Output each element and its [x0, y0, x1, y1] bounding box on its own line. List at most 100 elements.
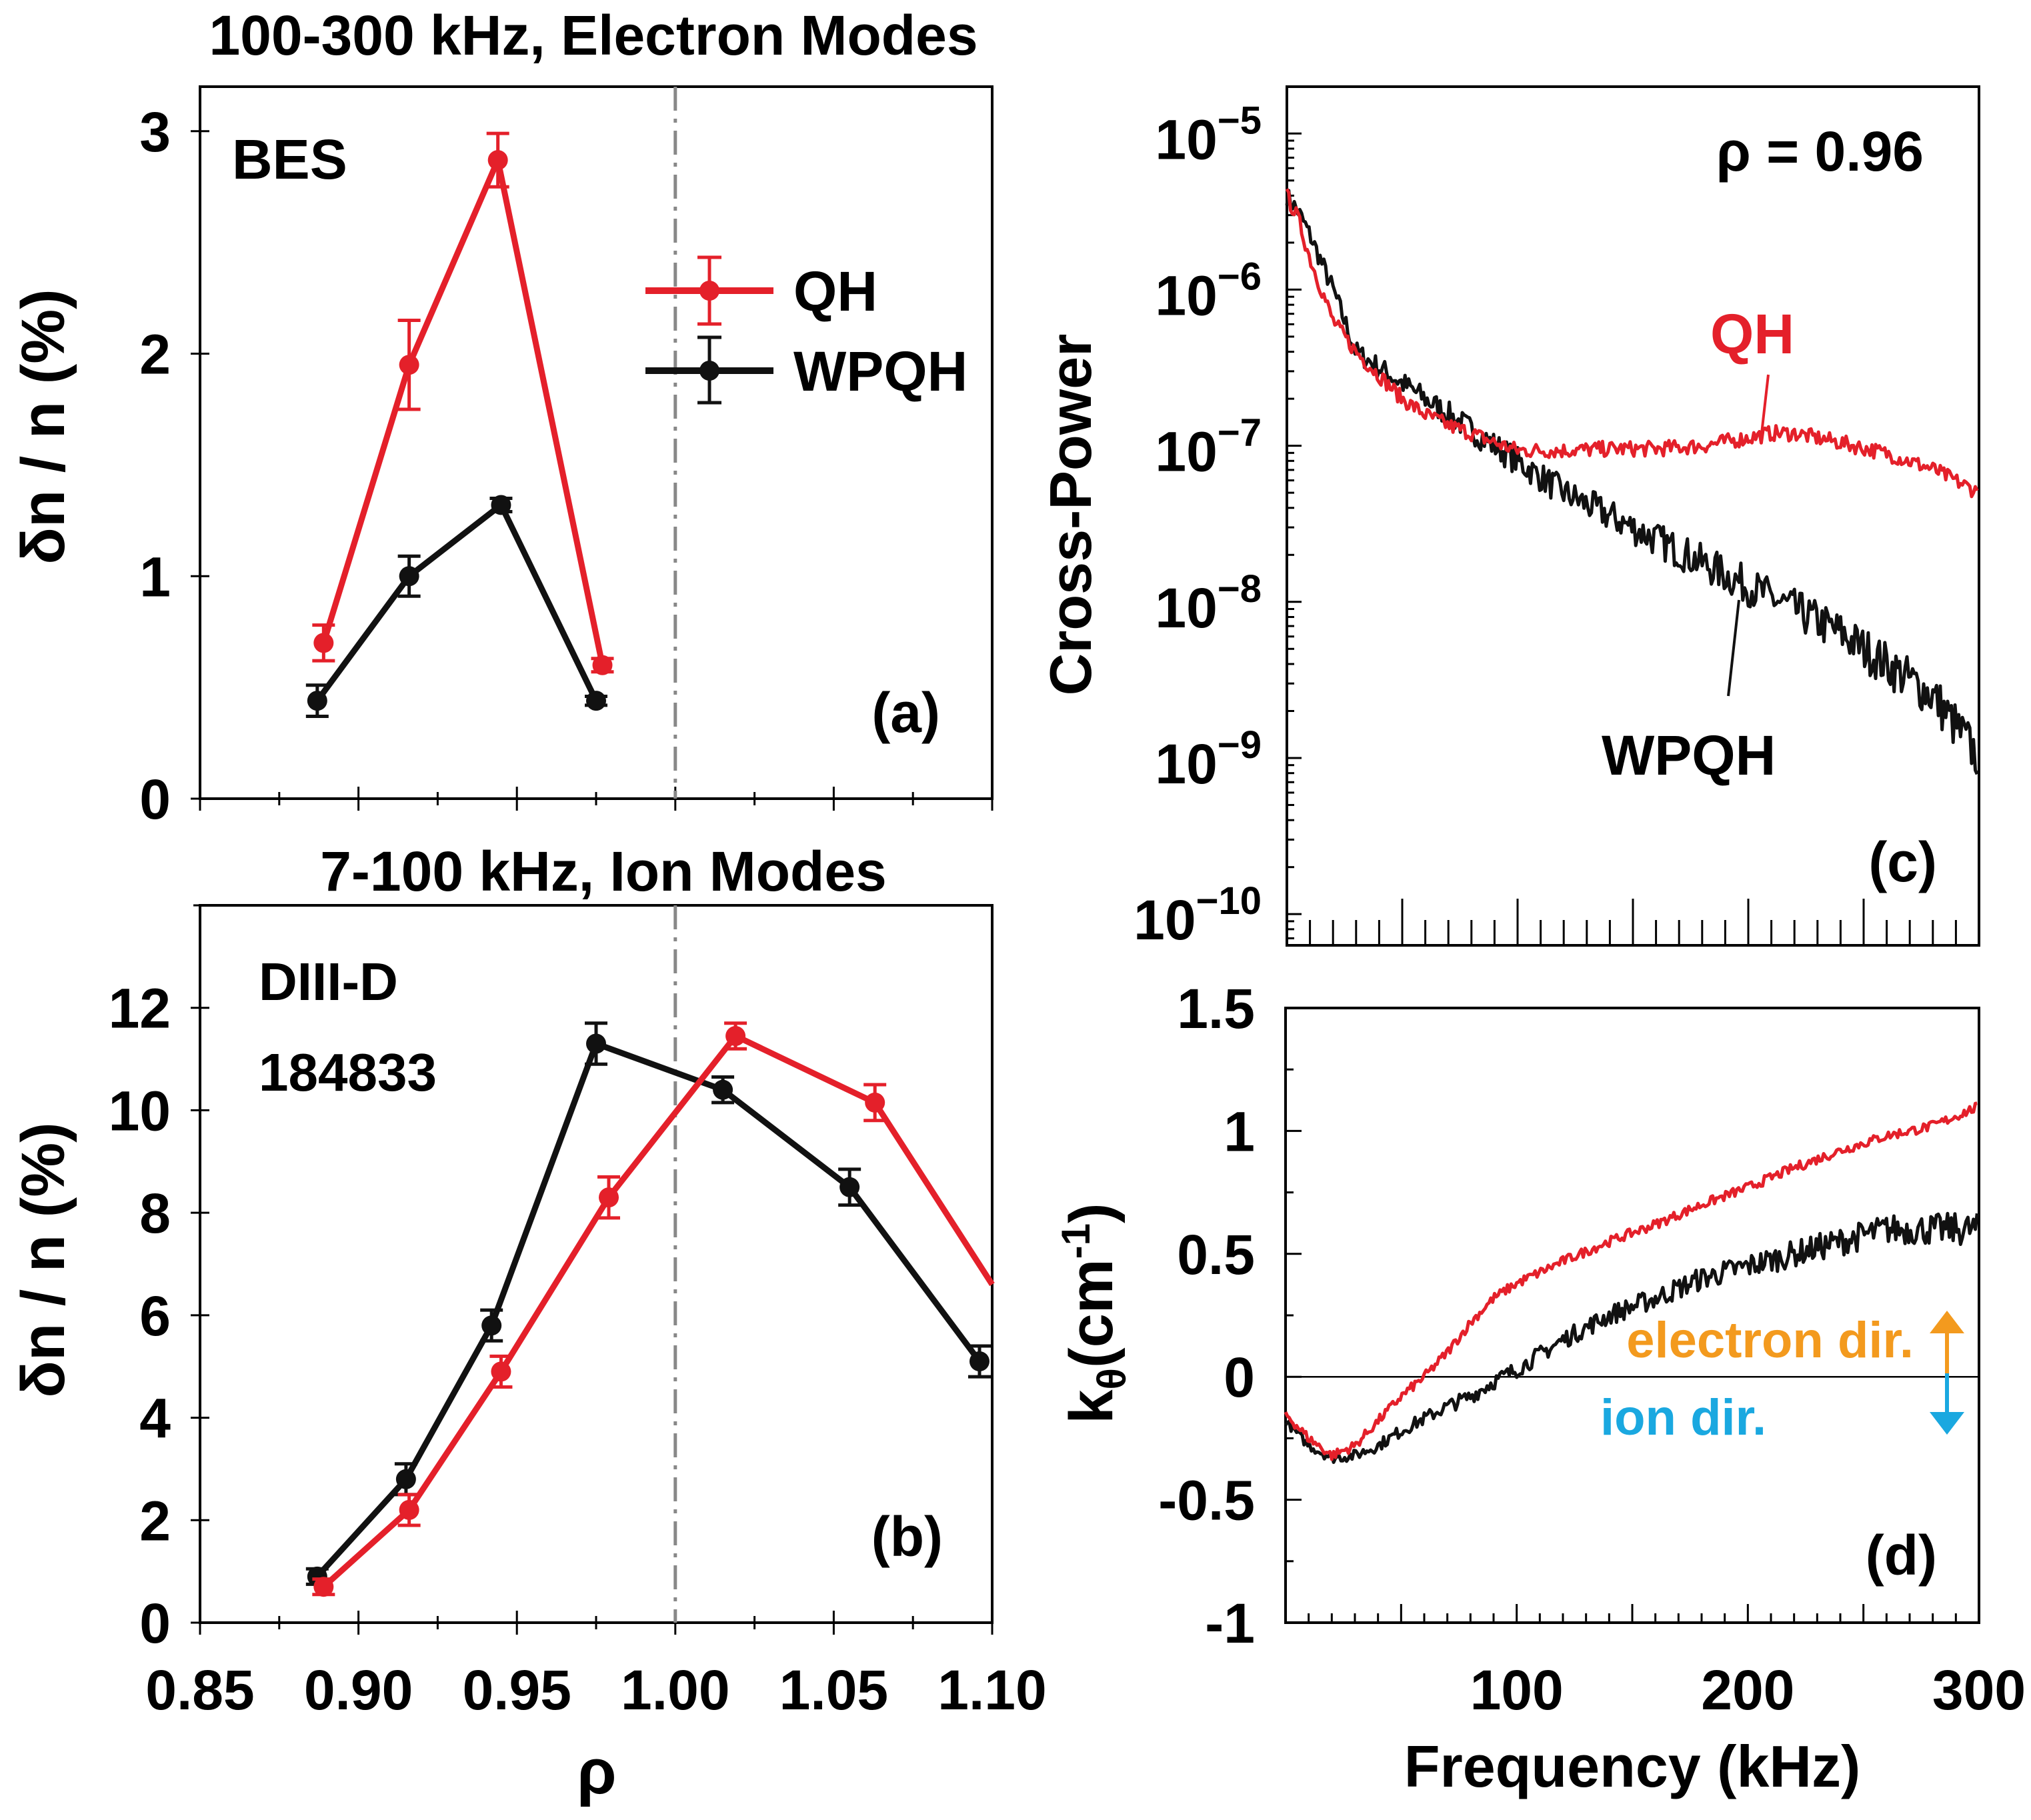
panel-c-wpqh-label: WPQH — [1602, 724, 1776, 787]
x-tick-label: 0.90 — [304, 1659, 413, 1721]
data-point-wpqh — [307, 691, 327, 711]
panel-a-label: (a) — [871, 681, 940, 744]
panel-c-qh-label: QH — [1710, 303, 1794, 365]
y-tick-label: 0.5 — [1177, 1223, 1255, 1286]
legend-wpqh-marker — [699, 361, 719, 381]
y-tick-label: 4 — [139, 1387, 171, 1450]
panel-d-ylabel: kθ(cm-1) — [1054, 1203, 1134, 1423]
y-tick-label: 0 — [139, 1592, 171, 1655]
x-tick-label: 100 — [1470, 1659, 1564, 1721]
x-tick-label: 200 — [1701, 1659, 1794, 1721]
tick-exponent: −10 — [1196, 879, 1262, 923]
tick-exponent: −5 — [1218, 99, 1262, 142]
legend-qh-marker — [699, 281, 719, 301]
tick-base: 10 — [1155, 421, 1217, 483]
y-tick-label: 10−7 — [1155, 411, 1262, 483]
panel-d-xlabel: Frequency (kHz) — [1404, 1733, 1861, 1799]
panel-c-wpqh-pointer — [1727, 599, 1740, 697]
tick-exponent: −7 — [1218, 411, 1262, 455]
ylabel-k: k — [1058, 1389, 1126, 1424]
ylabel-unit: (cm — [1058, 1259, 1126, 1368]
y-tick-label: 12 — [109, 977, 171, 1040]
series-line-wpqh — [315, 501, 599, 703]
y-tick-label: 1 — [1224, 1100, 1255, 1163]
panel-d-label: (d) — [1866, 1524, 1937, 1587]
legend-wpqh-label: WPQH — [793, 340, 967, 403]
ktheta-wpqh — [1284, 1211, 1979, 1464]
y-tick-label: -0.5 — [1158, 1469, 1255, 1532]
tick-base: 10 — [1155, 733, 1217, 795]
tick-exponent: −6 — [1218, 255, 1262, 298]
legend-qh-label: QH — [793, 260, 877, 323]
y-tick-label: 10−8 — [1155, 567, 1262, 639]
panel-a-title: 100-300 kHz, Electron Modes — [209, 4, 977, 67]
y-tick-label: -1 — [1205, 1592, 1255, 1655]
series-line-qh — [321, 157, 605, 666]
panel-a-ylabel: δn / n (%) — [9, 289, 77, 565]
panel-b-title: 7-100 kHz, Ion Modes — [320, 840, 887, 903]
data-point-wpqh — [586, 1033, 606, 1054]
panel-c-annotation: ρ = 0.96 — [1716, 120, 1924, 183]
data-point-qh — [599, 1187, 619, 1208]
x-tick-label: 1.10 — [937, 1659, 1047, 1721]
tick-base: 10 — [1155, 264, 1217, 327]
panel-a: 100-300 kHz, Electron Modes 0 1 2 3 BES (a)… — [9, 4, 993, 831]
data-point-wpqh — [399, 566, 419, 587]
y-tick-label: 10 — [109, 1079, 171, 1142]
data-point-wpqh — [969, 1351, 989, 1372]
panel-b-annotation-line1: DIII-D — [259, 952, 398, 1011]
ion-direction-label: ion dir. — [1600, 1389, 1766, 1446]
y-tick-label: 6 — [139, 1285, 171, 1347]
data-point-qh — [725, 1025, 746, 1046]
data-point-wpqh — [395, 1469, 416, 1489]
data-point-qh — [592, 655, 613, 675]
panel-a-annotation: BES — [232, 128, 347, 191]
data-point-qh — [313, 1577, 334, 1597]
y-tick-label: 10−9 — [1155, 723, 1262, 795]
y-tick-label: 8 — [139, 1182, 171, 1245]
x-tick-label: 1.05 — [779, 1659, 889, 1721]
y-tick-label: 3 — [139, 101, 171, 163]
tick-exponent: −8 — [1218, 567, 1262, 611]
panel-c-label: (c) — [1868, 831, 1937, 893]
panel-b-xlabel: ρ — [577, 1736, 616, 1807]
x-tick-label: 300 — [1932, 1659, 2026, 1721]
panel-b: 7-100 kHz, Ion Modes 0 2 4 6 8 10 12 0.85 0.90 0.… — [9, 840, 1047, 1807]
y-tick-label: 0 — [1224, 1346, 1255, 1409]
tick-base: 10 — [1155, 108, 1217, 171]
data-point-qh — [865, 1092, 885, 1113]
data-point-wpqh — [481, 1315, 502, 1336]
y-tick-label: 10−10 — [1134, 879, 1262, 951]
panel-c-ylabel: Cross-Power — [1038, 334, 1104, 696]
data-point-qh — [313, 633, 334, 653]
ylabel-close: ) — [1058, 1203, 1126, 1223]
spectrum-wpqh — [1285, 189, 1979, 775]
panel-b-ylabel: δn / n (%) — [9, 1122, 77, 1398]
electron-direction-arrow — [1930, 1311, 1964, 1373]
panel-a-legend: QH WPQH — [645, 255, 967, 405]
ylabel-theta: θ — [1090, 1368, 1134, 1389]
data-point-wpqh — [586, 691, 606, 711]
tick-exponent: −9 — [1218, 723, 1262, 767]
panel-b-annotation-line2: 184833 — [259, 1043, 437, 1102]
y-tick-label: 0 — [139, 768, 171, 831]
y-tick-label: 2 — [139, 1489, 171, 1552]
panel-c: 10−510−610−710−810−910−10 ρ = 0.96 (c) C… — [1038, 85, 1980, 951]
data-point-qh — [491, 1361, 511, 1382]
y-tick-label: 10−5 — [1155, 99, 1262, 171]
series-line-qh — [321, 1033, 995, 1589]
ylabel-exp: -1 — [1054, 1223, 1098, 1259]
tick-base: 10 — [1155, 577, 1217, 639]
x-tick-label: 0.95 — [462, 1659, 571, 1721]
tick-base: 10 — [1134, 889, 1196, 951]
data-point-qh — [399, 1499, 419, 1520]
spectrum-qh — [1285, 188, 1979, 499]
panel-c-frame — [1286, 85, 1980, 947]
x-tick-label: 0.85 — [145, 1659, 255, 1721]
x-tick-label: 1.00 — [621, 1659, 730, 1721]
data-point-wpqh — [713, 1079, 733, 1100]
y-tick-label: 10−6 — [1155, 255, 1262, 327]
panel-c-qh-pointer — [1760, 374, 1770, 434]
